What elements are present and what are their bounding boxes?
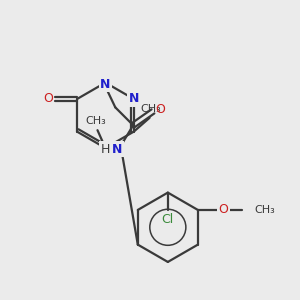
Text: CH₃: CH₃ xyxy=(85,116,106,126)
Text: N: N xyxy=(128,92,139,106)
Text: N: N xyxy=(112,142,122,155)
Text: O: O xyxy=(219,203,229,216)
Text: O: O xyxy=(155,103,165,116)
Text: CH₃: CH₃ xyxy=(254,205,275,215)
Text: O: O xyxy=(44,92,53,106)
Text: H: H xyxy=(101,142,110,155)
Text: CH₃: CH₃ xyxy=(140,104,161,114)
Text: N: N xyxy=(100,78,111,91)
Text: Cl: Cl xyxy=(162,213,174,226)
